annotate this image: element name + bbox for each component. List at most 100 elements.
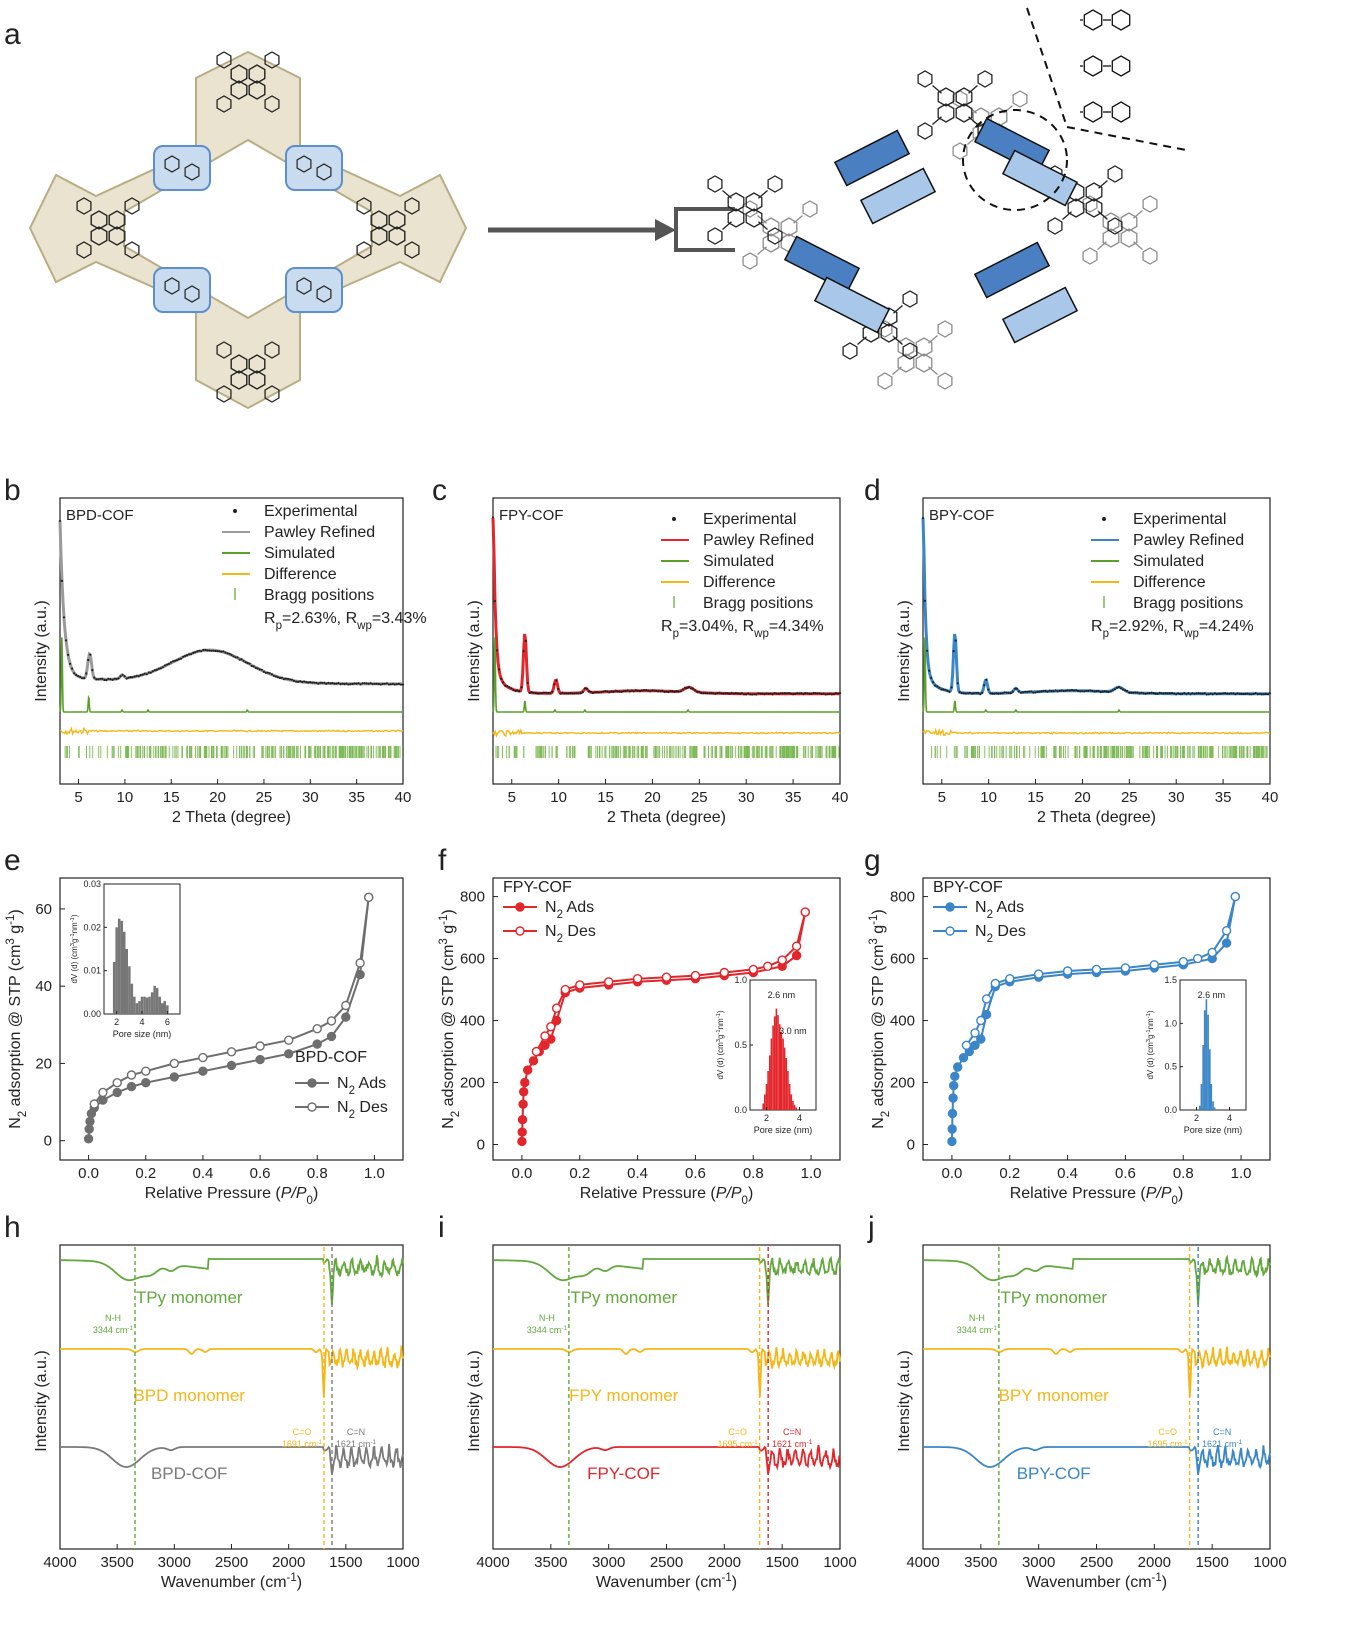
y-axis-label: Intensity (a.u.) xyxy=(466,600,483,701)
phenyl-ring xyxy=(264,51,280,69)
experimental-point xyxy=(1097,689,1100,693)
y-tick-label: 0 xyxy=(44,1133,52,1150)
annotation-label: N-H xyxy=(969,1313,985,1323)
text-span: wp xyxy=(753,628,769,640)
experimental-point xyxy=(792,693,795,696)
x-tick-label: 1500 xyxy=(329,1554,362,1571)
experimental-point xyxy=(1146,692,1149,695)
experimental-point xyxy=(745,693,748,696)
spectrum-label: TPy monomer xyxy=(570,1288,677,1307)
histogram-bar xyxy=(145,997,149,1014)
text-span: N xyxy=(337,1099,349,1116)
text-span: N xyxy=(7,1117,24,1129)
panel-letter-e: e xyxy=(4,844,21,877)
experimental-point xyxy=(77,675,80,678)
annotation-label: N-H xyxy=(105,1313,121,1323)
ring xyxy=(90,226,108,246)
ring xyxy=(370,226,388,246)
experimental-point xyxy=(1091,689,1094,693)
experimental-point xyxy=(691,687,695,690)
histogram-bar xyxy=(161,1003,164,1014)
experimental-point xyxy=(1264,692,1267,696)
experimental-point xyxy=(226,652,229,655)
experimental-point xyxy=(794,692,797,696)
experimental-point xyxy=(761,692,764,695)
text-span: p xyxy=(1103,628,1109,640)
phenyl-ring xyxy=(216,51,232,69)
legend-label: N2 Ads xyxy=(545,899,594,921)
x-tick-label: 3500 xyxy=(100,1554,133,1571)
experimental-point xyxy=(1109,690,1112,693)
inset-x-label: Pore size (nm) xyxy=(754,1125,813,1135)
adsorption-point xyxy=(518,1099,528,1109)
phenyl-ring xyxy=(767,227,783,245)
experimental-point xyxy=(1060,689,1063,692)
desorption-point xyxy=(1120,963,1131,973)
x-axis-label: 2 Theta (degree) xyxy=(607,809,726,826)
experimental-point xyxy=(700,691,703,695)
xrd-panel-d: d 5 10 15 20 25 30 35 40 2 Theta (degree) Intensit… xyxy=(864,474,1278,826)
text-span: nm xyxy=(716,1018,725,1029)
x-tick-label: 40 xyxy=(395,789,412,806)
experimental-point xyxy=(806,692,809,695)
phenyl-ring xyxy=(902,290,918,308)
experimental-point xyxy=(816,692,819,695)
experimental-point xyxy=(561,691,564,694)
experimental-point xyxy=(618,690,621,693)
phenyl-ring xyxy=(742,200,758,218)
difference-curve xyxy=(59,726,404,737)
ring xyxy=(1102,228,1120,248)
histogram-bar xyxy=(155,988,159,1014)
stacked-node xyxy=(707,175,783,245)
experimental-point xyxy=(254,666,257,670)
experimental-point xyxy=(820,692,823,696)
experimental-point xyxy=(1009,692,1012,695)
desorption-point xyxy=(961,1040,972,1051)
text-span: 1695 cm xyxy=(1147,1439,1182,1449)
experimental-point xyxy=(1211,693,1214,696)
experimental-point xyxy=(266,671,269,674)
experimental-point xyxy=(1191,692,1194,695)
experimental-point xyxy=(393,683,396,686)
annotation-value: 1691 cm-1 xyxy=(282,1439,323,1450)
histogram-bar xyxy=(1199,1105,1201,1110)
pyrene-node xyxy=(216,341,280,403)
experimental-point xyxy=(1258,692,1261,695)
x-tick-label: 35 xyxy=(348,789,365,806)
experimental-point xyxy=(616,690,619,693)
chart-title: BPY-COF xyxy=(929,507,994,524)
experimental-point xyxy=(512,689,515,692)
desorption-point xyxy=(560,984,570,995)
experimental-point xyxy=(979,693,982,696)
experimental-point xyxy=(606,690,609,693)
text-span: ) xyxy=(1162,1574,1167,1591)
experimental-point xyxy=(248,662,251,665)
experimental-point xyxy=(1003,691,1006,694)
desorption-point xyxy=(355,958,365,968)
text-span: dV (d) (cm xyxy=(70,946,79,984)
experimental-point xyxy=(1103,690,1106,693)
desorption-point xyxy=(632,974,643,984)
experimental-point xyxy=(270,673,273,676)
experimental-point xyxy=(765,692,768,695)
experimental-point xyxy=(1087,689,1090,693)
experimental-point xyxy=(1117,685,1121,689)
histogram-bar xyxy=(150,992,154,1014)
text-span: -1 xyxy=(716,1029,722,1034)
y-tick-label: 0 xyxy=(907,1137,915,1154)
inset-y-label: dV (d) (cm3g-1nm-1) xyxy=(716,1010,725,1079)
y-axis-label: N2 adsorption @ STP (cm3 g-1) xyxy=(868,909,892,1129)
experimental-point xyxy=(999,692,1002,695)
text-span: =3.43% xyxy=(372,610,427,627)
spectrum-label: TPy monomer xyxy=(1000,1288,1107,1307)
experimental-point xyxy=(569,692,572,695)
x-tick-label: 1500 xyxy=(765,1554,798,1571)
experimental-point xyxy=(506,685,509,688)
annotation-value: 1695 cm-1 xyxy=(1147,1439,1188,1450)
experimental-point xyxy=(498,668,501,671)
experimental-point xyxy=(571,692,574,695)
panel-letter-d: d xyxy=(864,474,881,507)
linker-block xyxy=(1001,149,1079,207)
experimental-point xyxy=(1160,692,1163,695)
